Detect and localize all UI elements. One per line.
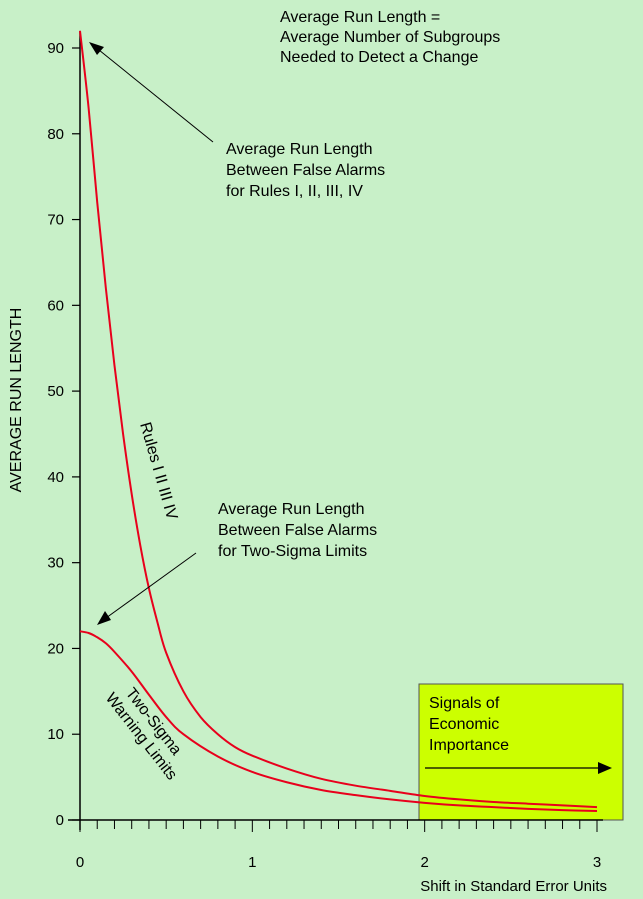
y-tick-label: 80 — [47, 126, 64, 143]
axes: 0 10 20 30 40 50 60 70 80 90 0 1 2 3 — [47, 30, 603, 871]
two-sigma-annotation-line-2: Between False Alarms — [218, 522, 377, 539]
signal-box-line-2: Economic — [429, 716, 499, 733]
signal-box — [418, 683, 624, 821]
x-tick-label: 1 — [248, 854, 256, 871]
y-tick-label: 50 — [47, 383, 64, 400]
y-tick-label: 10 — [47, 726, 64, 743]
rules-annotation-line-2: Between False Alarms — [226, 162, 385, 179]
y-tick-label: 60 — [47, 297, 64, 314]
y-tick-label: 0 — [56, 812, 64, 829]
rules-annotation-line-3: for Rules I, II, III, IV — [226, 183, 363, 200]
rules-annotation-line-1: Average Run Length — [226, 141, 372, 158]
two-sigma-annotation-arrow — [105, 552, 197, 619]
two-sigma-annotation-line-1: Average Run Length — [218, 501, 364, 518]
x-tick-label: 2 — [420, 854, 428, 871]
x-tick-label: 0 — [76, 854, 84, 871]
y-tick-label: 90 — [47, 40, 64, 57]
two-sigma-annotation-line-3: for Two-Sigma Limits — [218, 543, 367, 560]
signal-box-line-1: Signals of — [429, 695, 500, 712]
x-axis-title: Shift in Standard Error Units — [420, 878, 607, 895]
signal-arrow-head — [598, 762, 612, 774]
two-sigma-annotation-arrow-head — [97, 611, 111, 625]
rules-annotation-arrow-head — [89, 42, 104, 55]
y-tick-label: 30 — [47, 555, 64, 572]
rules-curve — [79, 30, 598, 809]
definition-line-3: Needed to Detect a Change — [280, 49, 478, 66]
y-tick-label: 20 — [47, 640, 64, 657]
y-tick-label: 70 — [47, 212, 64, 229]
rules-annotation-arrow — [98, 49, 214, 143]
y-tick-label: 40 — [47, 469, 64, 486]
signal-box-line-3: Importance — [429, 737, 509, 754]
definition-line-2: Average Number of Subgroups — [280, 29, 500, 46]
x-tick-label: 3 — [593, 854, 601, 871]
definition-line-1: Average Run Length = — [280, 9, 440, 26]
y-axis-title: AVERAGE RUN LENGTH — [8, 308, 25, 493]
two-sigma-curve — [79, 630, 598, 812]
curves — [79, 30, 598, 812]
